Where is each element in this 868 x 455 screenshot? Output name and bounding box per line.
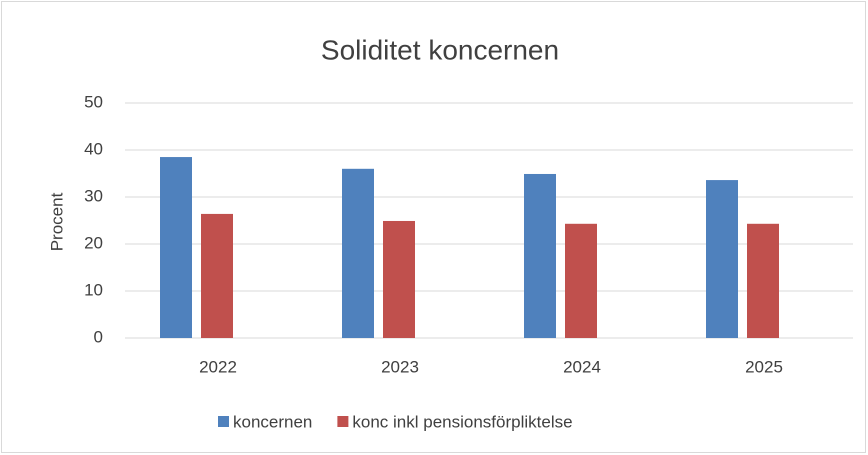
x-tick-label: 2025 (745, 357, 783, 376)
legend-label: koncernen (233, 412, 312, 431)
bar (383, 220, 415, 338)
legend-swatch (337, 416, 349, 427)
y-tick-label: 50 (84, 92, 103, 111)
bar (342, 168, 374, 338)
y-tick-label: 40 (84, 139, 103, 158)
bar (706, 180, 738, 338)
bar (565, 223, 597, 338)
x-tick-label: 2023 (381, 357, 419, 376)
x-tick-label: 2024 (563, 357, 601, 376)
y-tick-label: 0 (94, 327, 103, 346)
x-tick-label: 2022 (199, 357, 237, 376)
legend-swatch (218, 416, 229, 427)
legend-label: konc inkl pensionsförpliktelse (352, 412, 572, 431)
y-tick-label: 30 (84, 186, 103, 205)
chart-title: Soliditet koncernen (321, 34, 559, 65)
bar (524, 173, 556, 338)
bar (160, 157, 192, 338)
bar (201, 213, 233, 338)
y-tick-label: 20 (84, 233, 103, 252)
y-tick-label: 10 (84, 280, 103, 299)
y-axis-label: Procent (47, 192, 66, 251)
bar (747, 223, 779, 338)
